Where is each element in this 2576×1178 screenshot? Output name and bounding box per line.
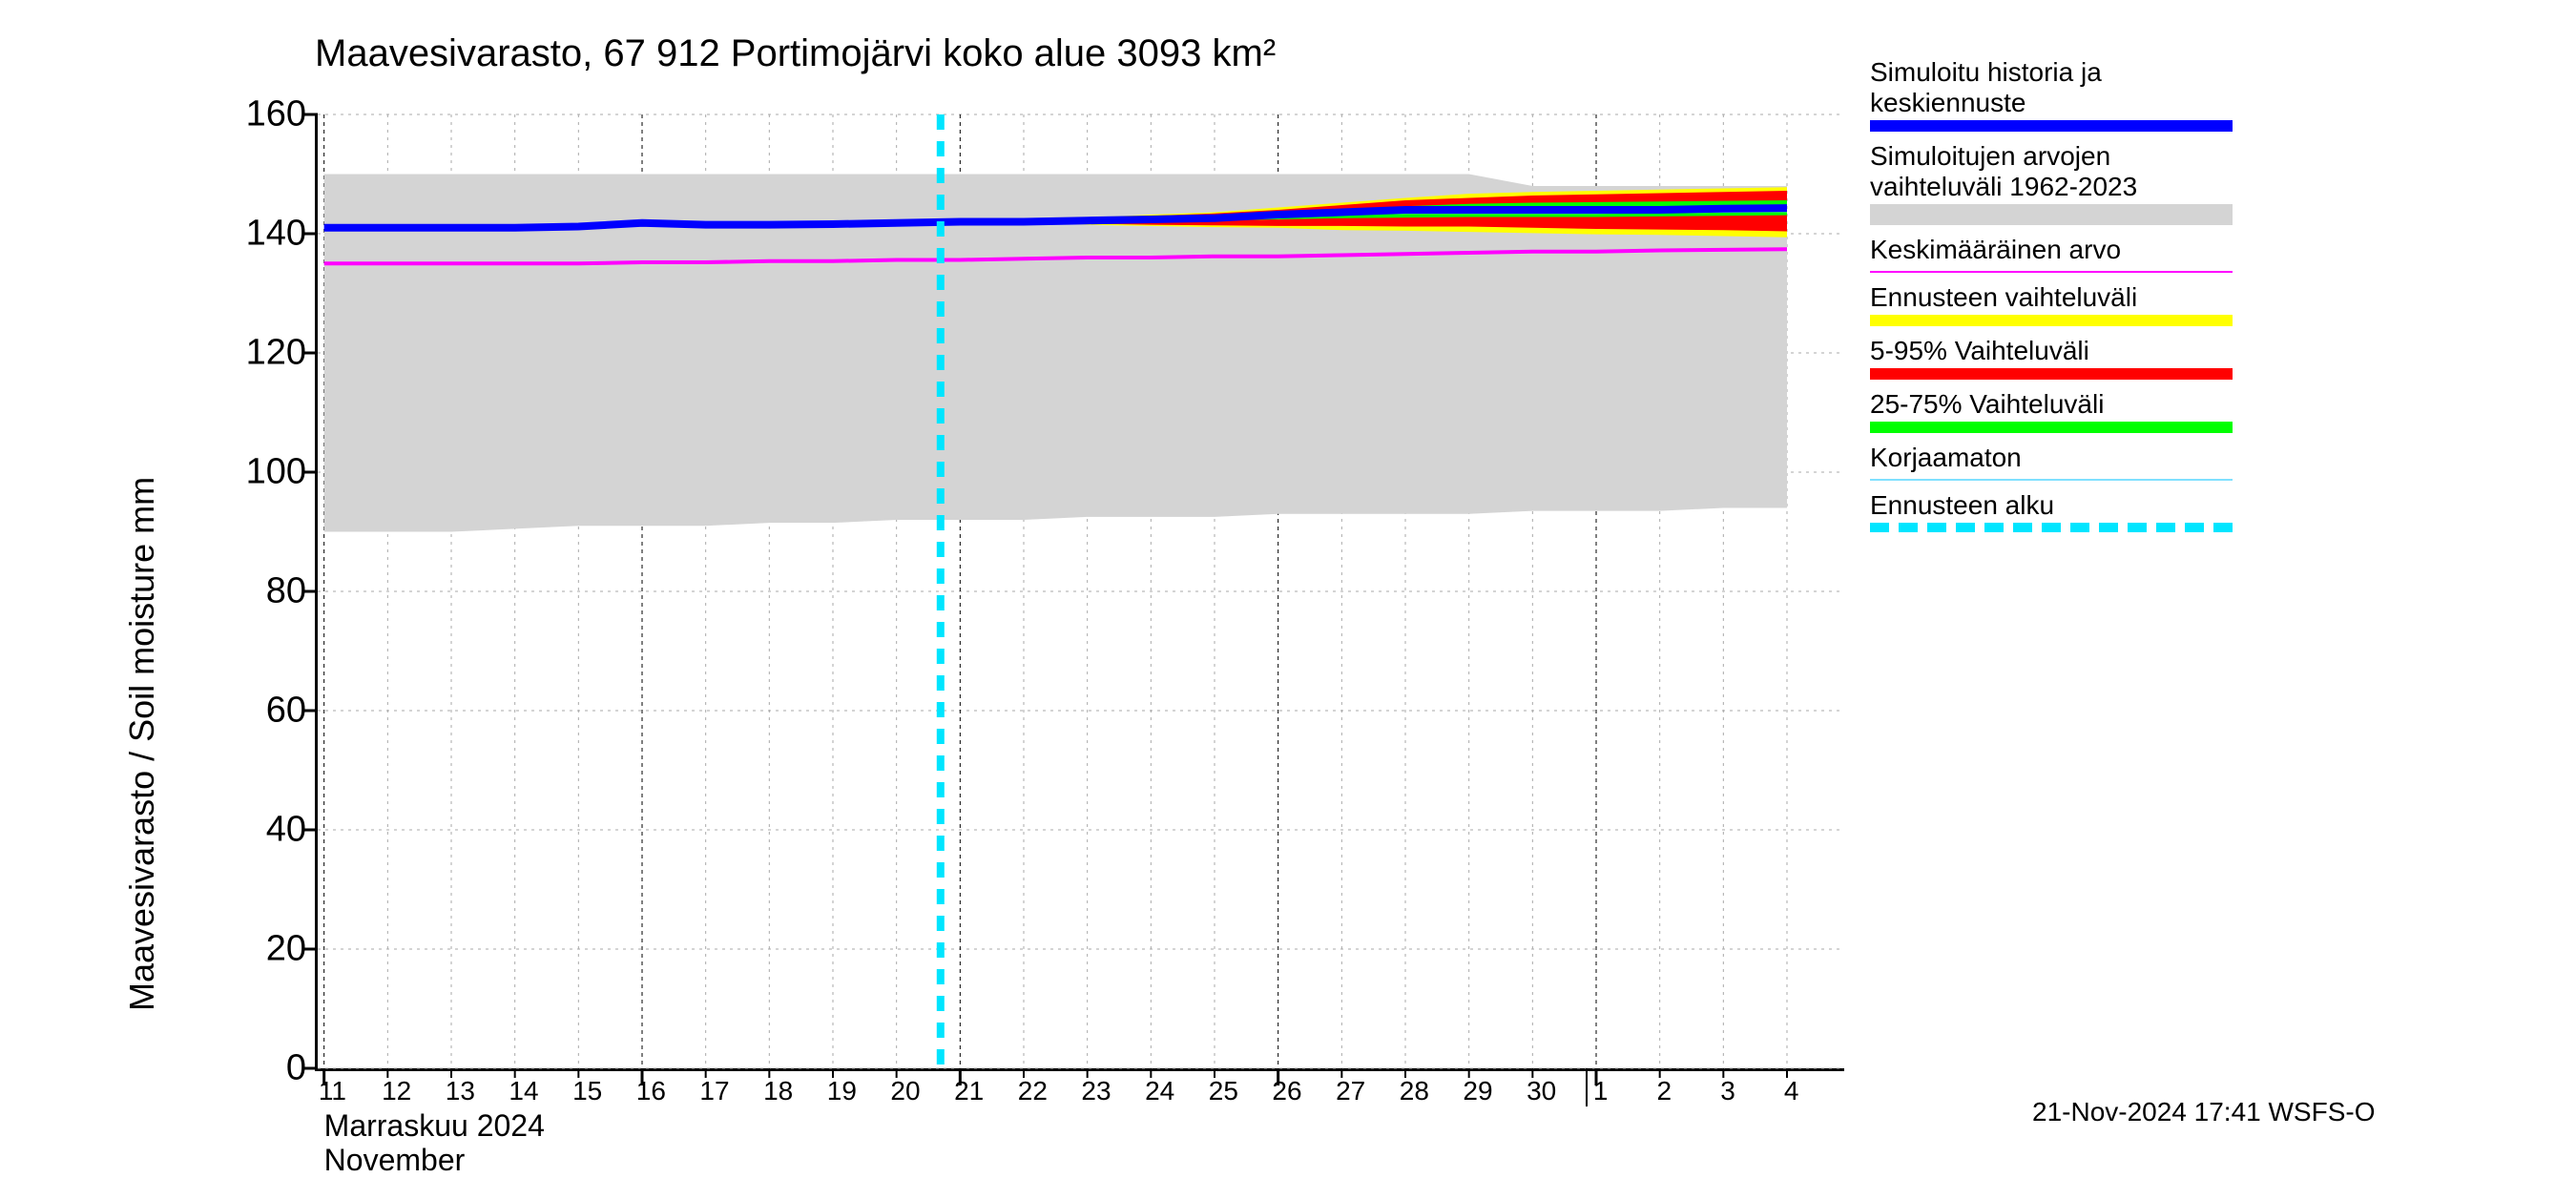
- y-tick-label: 60: [220, 691, 318, 732]
- x-month-label: Marraskuu 2024: [324, 1108, 545, 1144]
- x-tick-label: 1: [1593, 1068, 1609, 1106]
- legend-item: Keskimääräinen arvo: [1870, 235, 2233, 273]
- x-tick-label: 11: [319, 1068, 346, 1106]
- legend-item: 25-75% Vaihteluväli: [1870, 389, 2233, 433]
- legend-swatch: [1870, 422, 2233, 433]
- y-tick-label: 40: [220, 810, 318, 851]
- x-tick-label: 13: [446, 1068, 475, 1106]
- y-tick-label: 0: [220, 1048, 318, 1089]
- legend-label: vaihteluväli 1962-2023: [1870, 172, 2233, 202]
- legend-swatch: [1870, 368, 2233, 380]
- y-axis-label: Maavesivarasto / Soil moisture mm: [122, 477, 162, 1011]
- x-tick-label: 28: [1400, 1068, 1429, 1106]
- legend-swatch: [1870, 479, 2233, 481]
- legend-label: Ennusteen vaihteluväli: [1870, 282, 2233, 313]
- y-tick-label: 160: [220, 94, 318, 135]
- legend-swatch: [1870, 120, 2233, 132]
- timestamp: 21-Nov-2024 17:41 WSFS-O: [2032, 1097, 2376, 1127]
- legend-swatch: [1870, 315, 2233, 326]
- x-tick-label: 23: [1081, 1068, 1111, 1106]
- x-tick-label: 29: [1463, 1068, 1492, 1106]
- x-month-label: November: [324, 1143, 466, 1178]
- legend-item: 5-95% Vaihteluväli: [1870, 336, 2233, 380]
- x-tick-label: 12: [382, 1068, 411, 1106]
- x-tick-label: 3: [1720, 1068, 1735, 1106]
- legend-label: Simuloitu historia ja: [1870, 57, 2233, 88]
- x-tick-label: 15: [572, 1068, 602, 1106]
- y-tick-label: 140: [220, 214, 318, 255]
- x-tick-label: 30: [1527, 1068, 1556, 1106]
- x-tick-label: 16: [636, 1068, 666, 1106]
- y-tick-label: 100: [220, 452, 318, 493]
- plot-area: 0204060801001201401601112131415161718192…: [315, 114, 1844, 1071]
- legend-swatch: [1870, 204, 2233, 225]
- y-tick-label: 120: [220, 333, 318, 374]
- chart-title: Maavesivarasto, 67 912 Portimojärvi koko…: [315, 32, 1276, 75]
- x-tick-label: 19: [827, 1068, 857, 1106]
- x-tick-label: 25: [1209, 1068, 1238, 1106]
- legend-item: Simuloitu historia jakeskiennuste: [1870, 57, 2233, 132]
- legend-label: Korjaamaton: [1870, 443, 2233, 473]
- legend-label: 25-75% Vaihteluväli: [1870, 389, 2233, 420]
- x-tick-label: 17: [699, 1068, 729, 1106]
- legend-label: Ennusteen alku: [1870, 490, 2233, 521]
- legend-item: Ennusteen vaihteluväli: [1870, 282, 2233, 326]
- legend-item: Ennusteen alku: [1870, 490, 2233, 532]
- legend-label: keskiennuste: [1870, 88, 2233, 118]
- plot-svg: [318, 114, 1844, 1068]
- x-tick-label: 2: [1657, 1068, 1672, 1106]
- x-tick-label: 22: [1018, 1068, 1048, 1106]
- x-tick-label: 24: [1145, 1068, 1174, 1106]
- legend-label: 5-95% Vaihteluväli: [1870, 336, 2233, 366]
- x-tick-label: 27: [1336, 1068, 1365, 1106]
- legend-swatch: [1870, 271, 2233, 273]
- x-tick-label: 21: [954, 1068, 984, 1106]
- y-tick-label: 80: [220, 571, 318, 612]
- legend-item: Korjaamaton: [1870, 443, 2233, 481]
- legend-swatch: [1870, 523, 2233, 532]
- legend: Simuloitu historia jakeskiennusteSimuloi…: [1870, 57, 2233, 542]
- x-tick-label: 14: [509, 1068, 538, 1106]
- x-tick-label: 4: [1784, 1068, 1799, 1106]
- x-tick-label: 18: [763, 1068, 793, 1106]
- chart-container: Maavesivarasto, 67 912 Portimojärvi koko…: [0, 0, 2576, 1145]
- x-tick-label: 26: [1272, 1068, 1301, 1106]
- y-tick-label: 20: [220, 929, 318, 970]
- legend-item: Simuloitujen arvojenvaihteluväli 1962-20…: [1870, 141, 2233, 225]
- legend-label: Simuloitujen arvojen: [1870, 141, 2233, 172]
- legend-label: Keskimääräinen arvo: [1870, 235, 2233, 265]
- x-tick-label: 20: [890, 1068, 920, 1106]
